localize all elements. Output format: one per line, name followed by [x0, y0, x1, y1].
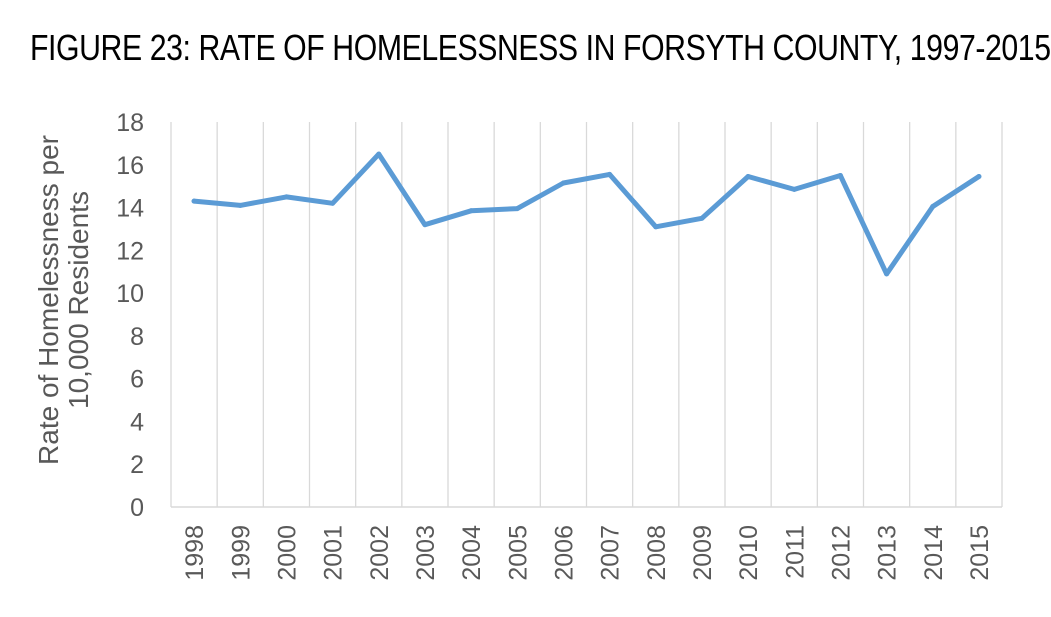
data-point: [560, 180, 566, 186]
x-tick-label: 2015: [966, 525, 994, 581]
x-tick-label: 2000: [273, 525, 301, 581]
data-point: [376, 151, 382, 157]
data-point: [237, 202, 243, 208]
y-tick-label: 18: [116, 109, 144, 137]
x-tick-label: 2004: [458, 525, 486, 581]
data-point: [976, 174, 982, 180]
x-tick-label: 2007: [597, 525, 625, 581]
data-point: [745, 174, 751, 180]
x-tick-label: 2013: [874, 525, 902, 581]
y-tick-label: 10: [116, 280, 144, 308]
x-tick-label: 2008: [643, 525, 671, 581]
axis-labels: 0 2 4 6 8 10 12 14 16 18 1998 1999 2000 2001 2002 2003 2…: [33, 109, 994, 581]
y-axis-title-line: Rate of Homelessness per: [33, 135, 64, 465]
data-point: [837, 172, 843, 178]
series-layer: [191, 151, 982, 277]
data-point: [422, 222, 428, 228]
x-tick-label: 2001: [320, 525, 348, 581]
y-axis-title-line: 10,000 Residents: [63, 191, 94, 409]
data-point: [468, 208, 474, 214]
y-tick-label: 6: [130, 366, 144, 394]
y-tick-label: 0: [130, 494, 144, 522]
x-tick-label: 2014: [920, 525, 948, 581]
data-point: [191, 198, 197, 204]
x-tick-label: 2010: [735, 525, 763, 581]
data-point: [607, 171, 613, 177]
x-tick-label: 2006: [550, 525, 578, 581]
x-tick-label: 2005: [504, 525, 532, 581]
y-tick-label: 2: [130, 451, 144, 479]
series-line: [191, 151, 982, 277]
x-tick-label: 2012: [827, 525, 855, 581]
x-tick-label: 2009: [689, 525, 717, 581]
data-point: [699, 215, 705, 221]
y-tick-label: 14: [116, 195, 144, 223]
data-point: [653, 224, 659, 230]
data-point: [884, 271, 890, 277]
data-point: [514, 206, 520, 212]
y-tick-label: 16: [116, 152, 144, 180]
data-point: [330, 200, 336, 206]
data-point: [283, 194, 289, 200]
x-tick-label: 2011: [781, 525, 809, 579]
figure-title: FIGURE 23: RATE OF HOMELESSNESS IN FORSY…: [30, 27, 1051, 68]
data-point: [930, 203, 936, 209]
x-tick-label: 2003: [412, 525, 440, 581]
x-tick-label: 1998: [181, 525, 209, 581]
y-tick-label: 8: [130, 323, 144, 351]
x-tick-label: 1999: [227, 525, 255, 581]
y-tick-label: 4: [130, 408, 144, 436]
x-tick-label: 2002: [366, 525, 394, 581]
gridlines: [170, 122, 1003, 507]
data-point: [791, 186, 797, 192]
y-tick-label: 12: [116, 237, 144, 265]
